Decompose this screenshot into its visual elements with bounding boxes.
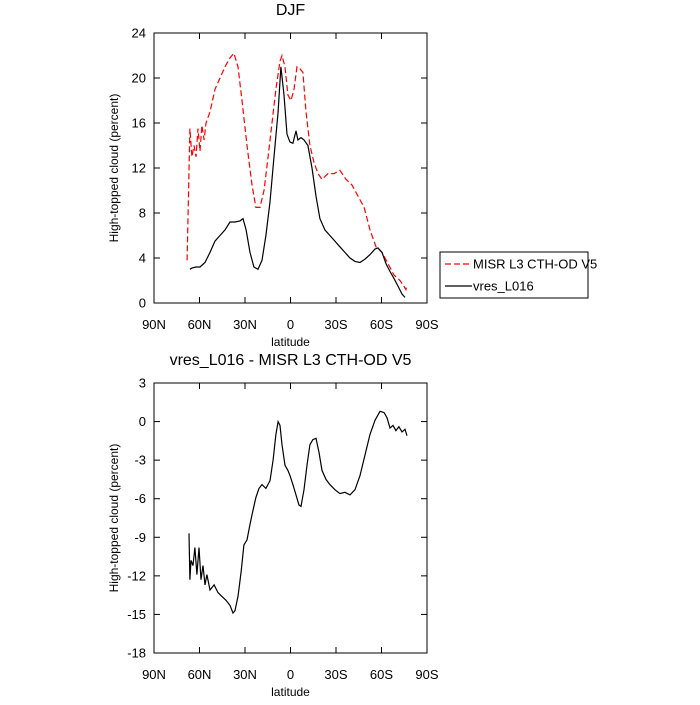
y-tick-label: -18 (127, 646, 146, 661)
y-tick-label: 8 (139, 206, 146, 221)
y-tick-label: 24 (132, 26, 146, 41)
x-tick-label: 90S (415, 667, 438, 682)
y-tick-label: 0 (139, 296, 146, 311)
line-series (186, 52, 408, 291)
y-tick-label: 4 (139, 251, 146, 266)
x-tick-label: 30N (233, 317, 257, 332)
x-tick-label: 30S (324, 667, 347, 682)
x-tick-label: 60N (188, 317, 212, 332)
y-tick-label: 0 (139, 414, 146, 429)
plot-frame (153, 382, 428, 654)
chart-title: vres_L016 - MISR L3 CTH-OD V5 (170, 352, 412, 369)
y-tick-label: 20 (132, 71, 146, 86)
x-tick-label: 0 (287, 667, 294, 682)
x-tick-label: 60S (370, 317, 393, 332)
y-tick-label: 16 (132, 116, 146, 131)
y-tick-label: -12 (127, 568, 146, 583)
y-tick-label: -3 (134, 453, 146, 468)
x-axis-label: latitude (271, 335, 310, 349)
x-tick-label: 0 (287, 317, 294, 332)
y-axis-label: High-topped cloud (percent) (107, 444, 121, 593)
x-axis-label: latitude (271, 685, 310, 699)
y-tick-label: 3 (139, 376, 146, 391)
legend-box (439, 251, 589, 299)
line-series (189, 66, 406, 298)
x-tick-label: 60N (188, 667, 212, 682)
x-tick-label: 60S (370, 667, 393, 682)
x-tick-label: 30S (324, 317, 347, 332)
legend-label: MISR L3 CTH-OD V5 (473, 257, 597, 272)
x-tick-label: 90N (142, 667, 166, 682)
y-axis-label: High-topped cloud (percent) (107, 94, 121, 243)
y-tick-label: -9 (134, 530, 146, 545)
x-tick-label: 30N (233, 667, 257, 682)
y-tick-label: -15 (127, 607, 146, 622)
x-tick-label: 90S (415, 317, 438, 332)
y-tick-label: -6 (134, 491, 146, 506)
chart-title: DJF (276, 2, 306, 19)
line-series (188, 410, 408, 615)
x-tick-label: 90N (142, 317, 166, 332)
legend-label: vres_L016 (473, 279, 534, 294)
y-tick-label: 12 (132, 161, 146, 176)
